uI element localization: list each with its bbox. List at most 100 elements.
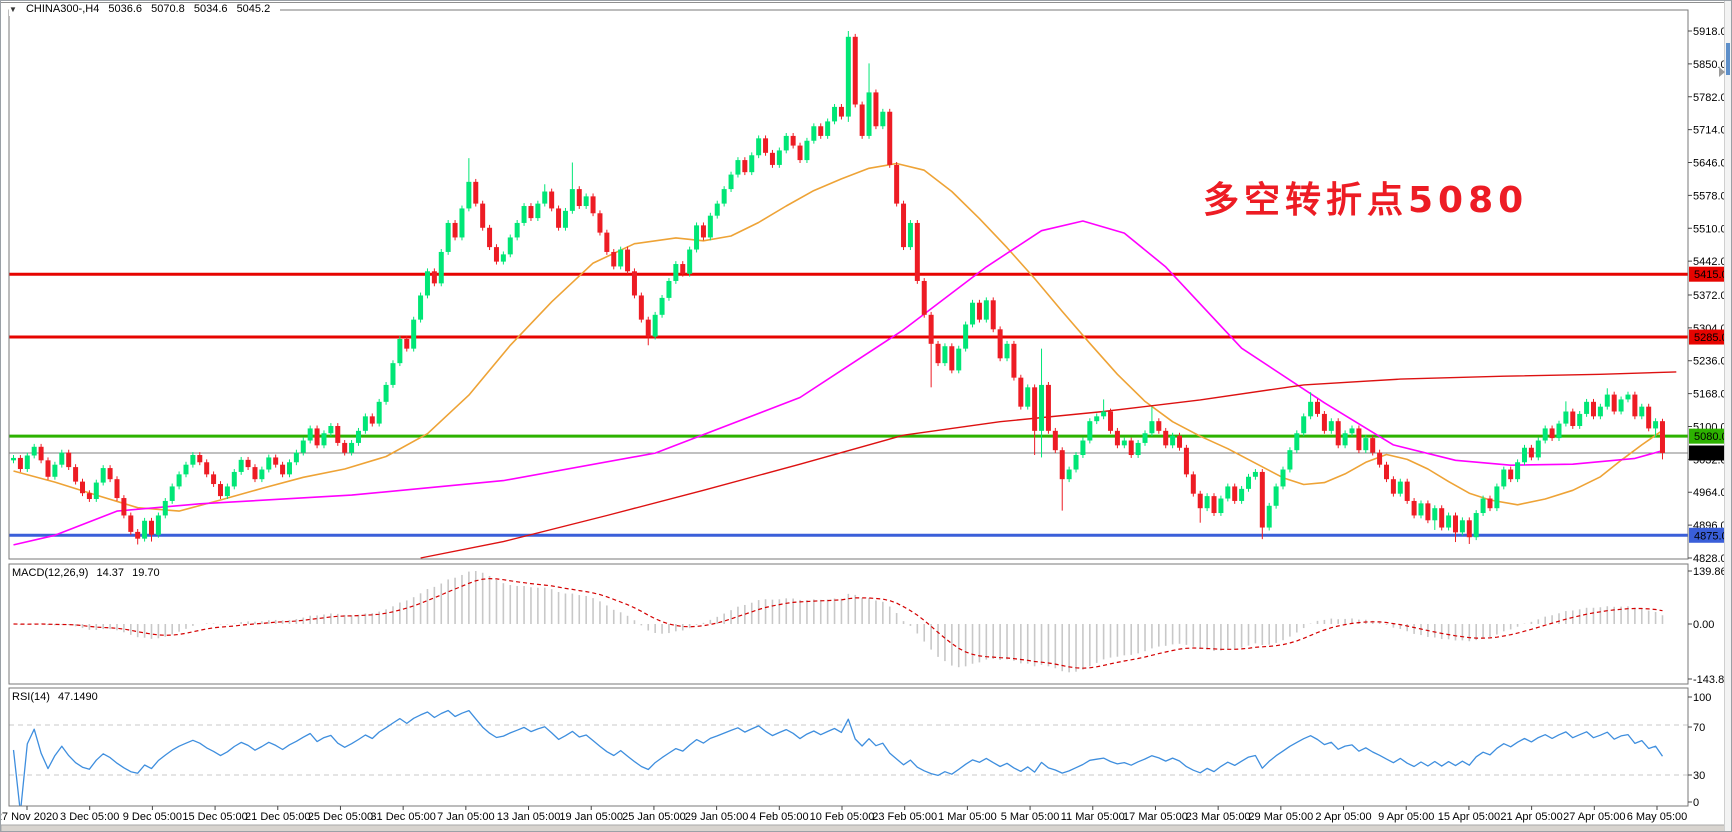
candle-body [687, 249, 693, 274]
candle-body [128, 515, 134, 532]
price-badge [1689, 428, 1731, 444]
candle-body [1632, 394, 1638, 417]
scrollbar-thumb[interactable] [1726, 43, 1730, 75]
candle-body [466, 181, 472, 209]
candle-body [266, 457, 272, 470]
candle-body [569, 189, 575, 211]
candle-body [852, 36, 858, 105]
candle-body [376, 401, 382, 424]
candle-body [631, 271, 637, 296]
candle-body [1066, 469, 1072, 480]
rsi-panel-frame [8, 687, 1689, 807]
candle-body [514, 222, 520, 238]
candle-body [204, 462, 210, 475]
candle-body [956, 348, 962, 371]
candle-body [1370, 438, 1376, 453]
candle-body [645, 319, 651, 337]
date-label: 29 Mar 05:00 [1248, 811, 1313, 823]
candle-body [845, 36, 851, 117]
candle-body [245, 459, 251, 468]
candle-body [418, 295, 424, 320]
candle-body [549, 191, 555, 209]
candle-body [1363, 438, 1369, 451]
candle-body [1653, 421, 1659, 429]
candle-body [1473, 513, 1479, 538]
candle-body [542, 191, 548, 204]
price-tick-label: 5850.0 [1693, 59, 1727, 71]
candle-body [818, 126, 824, 136]
panel-expand-icon[interactable] [1719, 67, 1725, 77]
candle-body [493, 247, 499, 262]
candle-body [286, 462, 292, 475]
candle-body [217, 484, 223, 497]
candle-body [1556, 423, 1562, 439]
candle-body [1404, 481, 1410, 501]
price-badge-label: 5045.2 [1694, 448, 1728, 460]
candle-body [79, 481, 85, 494]
candle-body [1349, 428, 1355, 434]
candle-body [707, 215, 713, 238]
candle-body [231, 471, 237, 487]
candle-body [583, 196, 589, 207]
ma-fast-orange [13, 162, 1663, 512]
rsi-tick-label: 0 [1693, 797, 1699, 809]
macd-value-main: 14.37 [96, 567, 125, 579]
price-badge [1689, 445, 1731, 461]
candle-body [673, 264, 679, 281]
candle-body [1225, 486, 1231, 499]
macd-tick-label: -143.82 [1693, 674, 1730, 686]
candle-body [1411, 500, 1417, 516]
candle-body [52, 464, 58, 477]
candle-body [114, 479, 120, 499]
candle-body [666, 280, 672, 298]
candle-body [100, 468, 106, 483]
candle-body [1183, 447, 1189, 475]
date-label: 21 Dec 05:00 [245, 811, 310, 823]
price-badge [1689, 266, 1731, 282]
candle-body [749, 155, 755, 173]
candle-body [11, 457, 16, 461]
candle-body [776, 150, 782, 165]
candle-body [300, 440, 306, 453]
candle-body [1521, 447, 1527, 463]
candle-body [976, 302, 982, 320]
candle-body [1459, 520, 1465, 533]
candle-body [901, 203, 907, 248]
candle-body [742, 160, 748, 173]
macd-value-signal: 19.70 [132, 567, 160, 579]
candle-body [1218, 498, 1224, 514]
candle-body [1515, 462, 1521, 480]
price-badge-label: 5415.0 [1694, 269, 1728, 281]
candle-body [224, 486, 230, 497]
right-scrollbar[interactable] [1724, 1, 1731, 831]
candle-body [1273, 486, 1279, 506]
candle-body [148, 520, 154, 535]
candle-body [1197, 493, 1203, 509]
price-tick-label: 5782.0 [1693, 92, 1727, 104]
date-label: 19 Jan 05:00 [559, 811, 623, 823]
candle-body [369, 416, 375, 424]
candle-body [59, 452, 65, 465]
symbol-dropdown-icon[interactable]: ▼ [9, 5, 17, 14]
price-badge-label: 4875.0 [1694, 530, 1728, 542]
candle-body [1018, 377, 1024, 407]
candle-body [121, 498, 127, 516]
candle-body [1094, 416, 1100, 422]
candle-body [1128, 440, 1134, 456]
candle-body [1618, 399, 1624, 412]
rsi-indicator-label: RSI(14) 47.1490 [12, 691, 103, 703]
candle-body [1121, 440, 1127, 446]
candle-body [383, 384, 389, 402]
candle-body [521, 206, 527, 223]
candle-body [1446, 515, 1452, 528]
candle-body [1149, 421, 1155, 434]
candle-body [1308, 401, 1314, 417]
candle-body [1494, 486, 1500, 509]
price-badge-label: 5080.0 [1694, 431, 1728, 443]
candle-body [176, 474, 182, 487]
candle-body [1080, 440, 1086, 456]
candle-body [1549, 428, 1555, 439]
candle-body [183, 464, 189, 475]
candle-body [1639, 406, 1645, 417]
candle-body [638, 295, 644, 320]
